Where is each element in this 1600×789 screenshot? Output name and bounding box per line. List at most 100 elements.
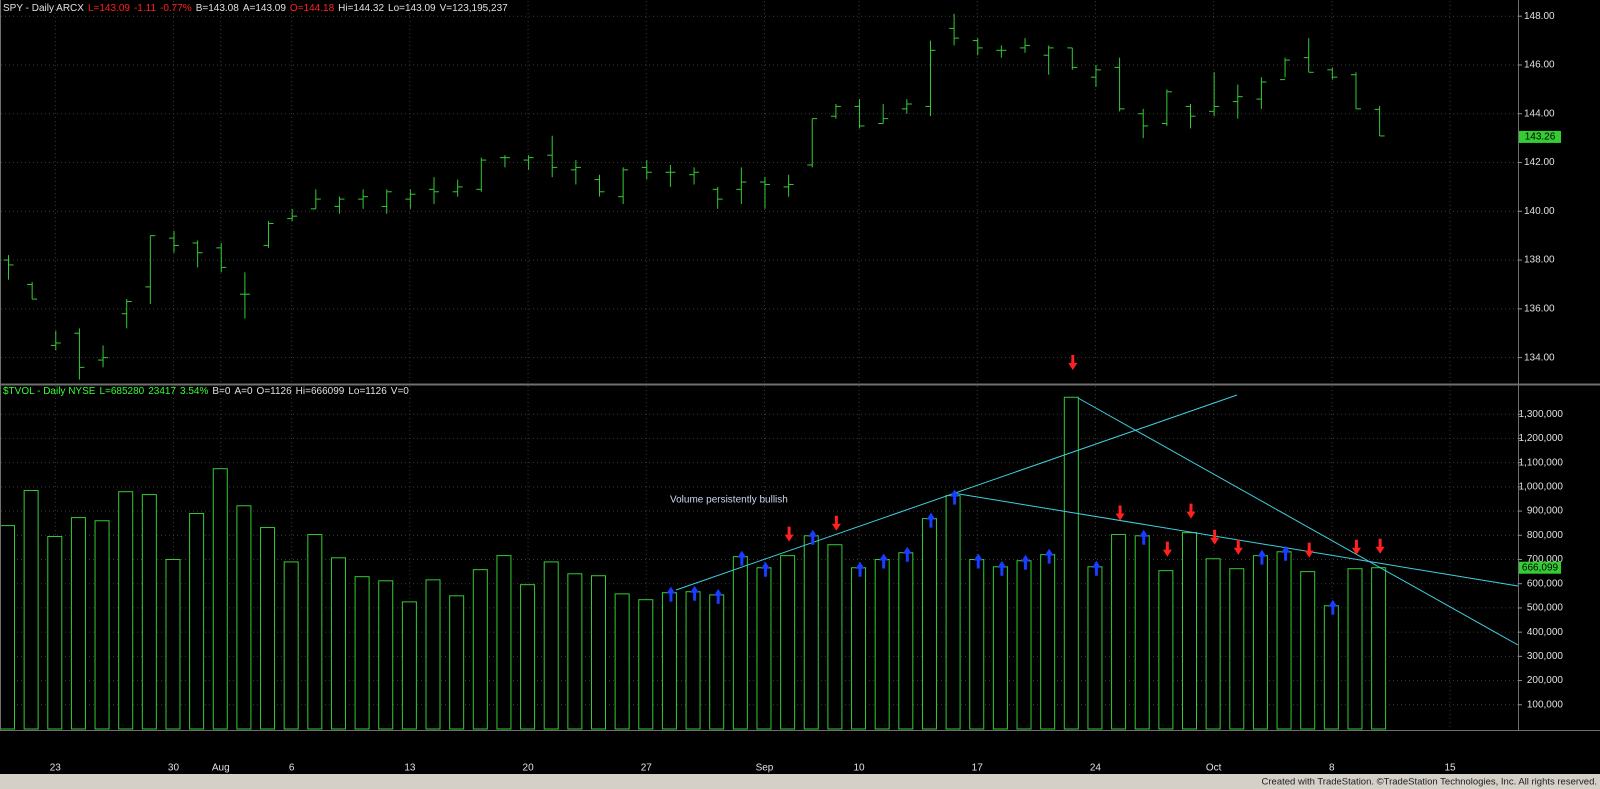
volume-bar — [969, 559, 985, 730]
quote-field: A=0 — [234, 386, 253, 397]
trendline — [1077, 397, 1519, 646]
last-value-tag — [1519, 561, 1561, 574]
x-tick-label: 27 — [641, 763, 653, 774]
y-tick-label: 900,000 — [1527, 506, 1564, 517]
quote-field: B=143.08 — [196, 3, 240, 14]
volume-bar — [1016, 560, 1032, 730]
volume-bar — [354, 576, 370, 730]
y-tick-label: 1,300,000 — [1519, 409, 1564, 420]
quote-field: 23417 — [148, 386, 176, 397]
y-tick-label: 1,200,000 — [1519, 433, 1564, 444]
last-value-label: 666,099 — [1522, 562, 1559, 573]
volume-bar — [1040, 554, 1056, 730]
sell-arrow — [1233, 539, 1243, 555]
x-tick-label: 15 — [1444, 763, 1456, 774]
volume-bar — [945, 495, 961, 730]
buy-arrow — [926, 512, 936, 528]
y-tick-label: 134.00 — [1524, 352, 1555, 363]
buy-arrow — [808, 529, 818, 545]
volume-bar — [330, 557, 346, 730]
y-tick-label: 600,000 — [1527, 578, 1564, 589]
volume-bar — [449, 595, 465, 730]
quote-field: V=0 — [391, 386, 410, 397]
volume-bar — [780, 555, 796, 730]
quote-field: Hi=144.32 — [338, 3, 384, 14]
buy-arrow — [973, 553, 983, 569]
sell-arrow — [831, 515, 841, 531]
y-tick-label: 146.00 — [1524, 60, 1555, 71]
sell-arrow — [1375, 538, 1385, 554]
x-tick-label: Aug — [212, 763, 230, 774]
quote-field: O=144.18 — [290, 3, 335, 14]
quote-field: Lo=1126 — [348, 386, 387, 397]
buy-arrow — [1021, 554, 1031, 570]
y-tick-label: 1,100,000 — [1519, 457, 1564, 468]
sell-arrow — [1351, 539, 1361, 555]
volume-bar — [472, 569, 488, 730]
quote-field: -0.77% — [160, 3, 192, 14]
quote-field: Hi=666099 — [296, 386, 345, 397]
volume-bar — [661, 592, 677, 730]
buy-arrow — [1257, 549, 1267, 565]
x-tick-label: 20 — [523, 763, 535, 774]
volume-bar — [567, 573, 583, 730]
volume-bar — [992, 566, 1008, 730]
x-tick-label: 13 — [404, 763, 416, 774]
volume-bar — [236, 505, 252, 730]
buy-arrow — [1139, 529, 1149, 545]
volume-bar — [1205, 558, 1221, 730]
volume-bar — [496, 555, 512, 730]
buy-arrow — [690, 585, 700, 601]
last-value-label: 143.26 — [1525, 132, 1556, 143]
y-tick-label: 800,000 — [1527, 530, 1564, 541]
volume-bar — [425, 579, 441, 730]
quote-field: L=143.09 — [88, 3, 130, 14]
volume-bar — [94, 520, 110, 730]
buy-arrow — [997, 560, 1007, 576]
volume-bar — [283, 561, 299, 730]
volume-bar — [732, 556, 748, 730]
x-tick-label: 23 — [50, 763, 62, 774]
trendline — [952, 492, 1519, 587]
buy-arrow — [902, 546, 912, 562]
y-tick-label: 144.00 — [1524, 108, 1555, 119]
volume-bar — [212, 468, 228, 730]
trendline — [675, 394, 1238, 591]
buy-arrow — [1328, 599, 1338, 615]
volume-bar — [614, 593, 630, 730]
buy-arrow — [1091, 560, 1101, 576]
volume-bar — [307, 534, 323, 730]
last-value-tag — [1519, 130, 1561, 143]
volume-bar — [827, 544, 843, 730]
buy-arrow — [950, 489, 960, 505]
x-tick-label: 30 — [168, 763, 180, 774]
signal-arrows — [666, 355, 1385, 615]
y-tick-label: 400,000 — [1527, 627, 1564, 638]
volume-bar — [1182, 532, 1197, 730]
volume-bar — [401, 601, 417, 730]
sell-arrow — [1186, 503, 1196, 519]
sell-arrow — [1210, 529, 1220, 545]
y-tick-label: 1,000,000 — [1519, 481, 1564, 492]
volume-header: $TVOL - Daily NYSE L=685280 23417 3.54% B=0 A… — [3, 386, 409, 397]
buy-arrow — [737, 550, 747, 566]
volume-bar — [851, 567, 867, 730]
volume-bar — [1371, 567, 1387, 730]
buy-arrow — [1281, 545, 1291, 561]
quote-field: B=0 — [212, 386, 231, 397]
y-tick-label: 142.00 — [1524, 157, 1555, 168]
volume-bar — [70, 517, 86, 730]
price-header: SPY - Daily ARCX L=143.09 -1.11 -0.77% B=143… — [3, 3, 508, 14]
y-tick-label: 200,000 — [1527, 675, 1564, 686]
volume-bar — [709, 594, 725, 730]
y-tick-label: 300,000 — [1527, 651, 1564, 662]
x-tick-label: Oct — [1206, 763, 1222, 774]
buy-arrow — [760, 561, 770, 577]
status-bar — [0, 774, 1600, 789]
x-tick-label: 24 — [1090, 763, 1102, 774]
volume-bar — [803, 535, 819, 730]
x-tick-label: 8 — [1329, 763, 1335, 774]
sell-arrow — [1304, 542, 1314, 558]
volume-bar — [1347, 568, 1363, 730]
